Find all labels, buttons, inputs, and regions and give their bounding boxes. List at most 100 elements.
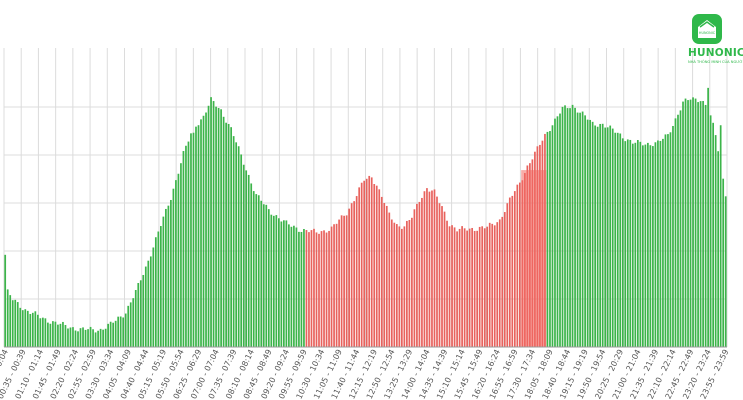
bar bbox=[694, 98, 697, 347]
bar-peak bbox=[453, 227, 456, 347]
bar-peak bbox=[318, 233, 320, 347]
bar-peak bbox=[471, 227, 473, 347]
bar bbox=[584, 115, 586, 347]
bar bbox=[606, 127, 609, 347]
bar-peak bbox=[458, 228, 461, 347]
bar bbox=[659, 140, 662, 347]
bar bbox=[137, 283, 140, 347]
bar bbox=[662, 138, 664, 347]
bar bbox=[629, 139, 632, 347]
bar bbox=[714, 135, 717, 347]
bar-peak bbox=[516, 184, 519, 347]
bar bbox=[202, 115, 205, 347]
bar bbox=[6, 289, 9, 347]
bar bbox=[546, 131, 549, 347]
bar-peak bbox=[511, 195, 514, 347]
bar bbox=[154, 237, 157, 347]
bar bbox=[74, 330, 77, 347]
bar-peak bbox=[313, 228, 315, 347]
bar bbox=[250, 183, 253, 347]
bar-peak bbox=[368, 175, 371, 347]
bar-peak bbox=[468, 228, 471, 347]
bar bbox=[722, 178, 725, 347]
bar-peak bbox=[310, 230, 313, 347]
bar-peak bbox=[393, 222, 396, 347]
bar bbox=[267, 209, 270, 347]
bar bbox=[59, 323, 62, 347]
bar bbox=[624, 141, 627, 347]
bar bbox=[87, 329, 89, 347]
bar bbox=[215, 106, 217, 347]
bar-peak bbox=[423, 191, 426, 347]
bar bbox=[62, 321, 64, 347]
bar bbox=[295, 227, 298, 347]
bar bbox=[257, 195, 260, 347]
bar-peak bbox=[456, 231, 458, 347]
bar bbox=[172, 188, 175, 347]
bar bbox=[275, 215, 278, 347]
bar bbox=[102, 329, 104, 347]
bar bbox=[642, 145, 644, 347]
bar-peak bbox=[373, 184, 376, 347]
bar bbox=[579, 112, 581, 347]
bar-peak bbox=[330, 226, 333, 347]
bar bbox=[99, 328, 102, 347]
bar bbox=[283, 220, 285, 347]
house-icon: HUNONIC bbox=[692, 14, 722, 44]
bar bbox=[265, 204, 268, 347]
bar bbox=[717, 151, 720, 347]
bar bbox=[195, 126, 197, 347]
bar bbox=[157, 231, 160, 347]
bar bbox=[19, 307, 22, 347]
bar bbox=[611, 128, 614, 347]
bar-peak bbox=[353, 201, 356, 347]
bar-peak bbox=[323, 230, 325, 347]
bar bbox=[235, 142, 238, 347]
bar-peak bbox=[380, 196, 383, 347]
bar bbox=[704, 104, 707, 347]
bar bbox=[596, 126, 599, 347]
bar-peak bbox=[395, 224, 398, 347]
bar-peak bbox=[486, 226, 489, 347]
bar bbox=[272, 215, 275, 347]
bar-peak bbox=[421, 197, 423, 347]
bar bbox=[104, 328, 107, 347]
bar bbox=[24, 309, 27, 347]
bar bbox=[119, 316, 122, 347]
bar bbox=[31, 312, 34, 347]
bar bbox=[232, 136, 235, 347]
bar-peak bbox=[333, 224, 335, 347]
bar bbox=[42, 317, 44, 347]
bar bbox=[152, 247, 155, 347]
bar-peak bbox=[478, 226, 481, 347]
bar-peak bbox=[338, 219, 340, 347]
bar bbox=[293, 225, 295, 347]
bar bbox=[97, 330, 99, 347]
bar bbox=[719, 125, 722, 348]
bar-peak bbox=[518, 182, 521, 347]
bar-peak bbox=[401, 228, 403, 347]
bar-peak bbox=[363, 180, 366, 347]
bar bbox=[237, 146, 240, 347]
bar-peak bbox=[345, 215, 348, 347]
bar bbox=[699, 101, 702, 347]
bar bbox=[687, 100, 689, 347]
bar bbox=[14, 299, 17, 347]
bar-peak bbox=[491, 223, 494, 347]
bar bbox=[554, 118, 556, 348]
bar bbox=[139, 280, 142, 347]
bar-peak bbox=[320, 231, 323, 347]
bar bbox=[52, 321, 54, 347]
bar bbox=[29, 314, 32, 347]
bar-peak bbox=[325, 232, 328, 347]
bar bbox=[298, 231, 300, 347]
bar bbox=[689, 99, 692, 347]
bar bbox=[619, 133, 622, 347]
bar-peak bbox=[370, 177, 373, 347]
bar bbox=[142, 274, 145, 347]
bar-peak bbox=[348, 208, 350, 347]
bar bbox=[49, 323, 52, 347]
bar-peak bbox=[483, 228, 486, 347]
bar bbox=[11, 300, 14, 347]
